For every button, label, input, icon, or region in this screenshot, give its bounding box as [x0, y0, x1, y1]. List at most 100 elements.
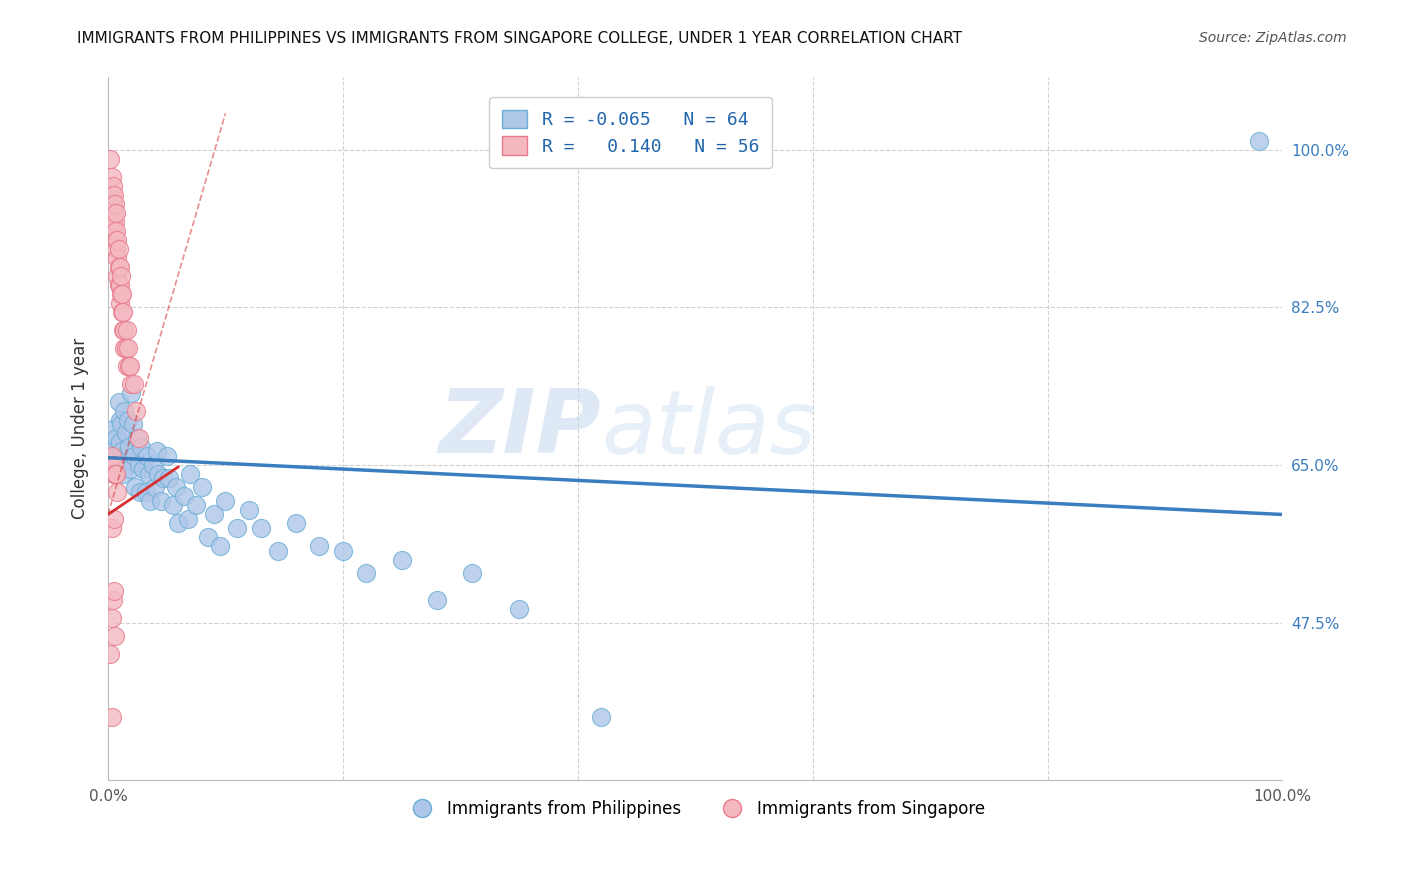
Point	[356, 566, 378, 580]
Point	[112, 304, 135, 318]
Text: Source: ZipAtlas.com: Source: ZipAtlas.com	[1199, 31, 1347, 45]
Point	[197, 530, 219, 544]
Point	[117, 413, 139, 427]
Point	[105, 242, 128, 256]
Point	[149, 494, 172, 508]
Point	[156, 449, 179, 463]
Point	[461, 566, 484, 580]
Point	[107, 394, 129, 409]
Text: ZIP: ZIP	[439, 385, 602, 473]
Point	[426, 593, 449, 607]
Point	[114, 404, 136, 418]
Point	[121, 376, 143, 391]
Point	[110, 286, 132, 301]
Point	[125, 404, 148, 418]
Point	[191, 480, 214, 494]
Point	[124, 480, 146, 494]
Point	[114, 341, 136, 355]
Point	[110, 417, 132, 432]
Point	[100, 449, 122, 463]
Point	[184, 499, 207, 513]
Point	[100, 169, 122, 184]
Point	[167, 516, 190, 531]
Point	[177, 512, 200, 526]
Legend: Immigrants from Philippines, Immigrants from Singapore: Immigrants from Philippines, Immigrants …	[399, 793, 991, 825]
Point	[120, 462, 142, 476]
Point	[391, 552, 413, 566]
Point	[103, 512, 125, 526]
Point	[105, 224, 128, 238]
Point	[1247, 134, 1270, 148]
Point	[101, 467, 124, 481]
Point	[103, 458, 125, 472]
Point	[110, 268, 132, 283]
Point	[120, 359, 142, 373]
Point	[118, 359, 141, 373]
Point	[202, 508, 225, 522]
Point	[146, 444, 169, 458]
Point	[105, 205, 128, 219]
Point	[179, 467, 201, 481]
Point	[127, 431, 149, 445]
Point	[157, 471, 180, 485]
Point	[100, 611, 122, 625]
Point	[108, 435, 131, 450]
Point	[111, 286, 134, 301]
Point	[114, 426, 136, 441]
Point	[139, 494, 162, 508]
Point	[142, 458, 165, 472]
Point	[104, 458, 127, 472]
Point	[105, 485, 128, 500]
Point	[332, 543, 354, 558]
Point	[101, 214, 124, 228]
Point	[104, 233, 127, 247]
Point	[101, 196, 124, 211]
Point	[98, 647, 121, 661]
Point	[121, 385, 143, 400]
Point	[284, 516, 307, 531]
Point	[591, 710, 613, 724]
Point	[165, 480, 187, 494]
Point	[108, 260, 131, 274]
Point	[101, 422, 124, 436]
Point	[238, 503, 260, 517]
Point	[108, 413, 131, 427]
Point	[100, 187, 122, 202]
Point	[103, 224, 125, 238]
Point	[114, 323, 136, 337]
Point	[112, 467, 135, 481]
Point	[104, 467, 127, 481]
Point	[100, 521, 122, 535]
Point	[112, 323, 135, 337]
Point	[100, 710, 122, 724]
Point	[128, 458, 150, 472]
Point	[107, 277, 129, 292]
Point	[105, 233, 128, 247]
Point	[214, 494, 236, 508]
Point	[103, 205, 125, 219]
Point	[101, 178, 124, 193]
Point	[104, 196, 127, 211]
Point	[108, 295, 131, 310]
Point	[117, 341, 139, 355]
Point	[101, 593, 124, 607]
Point	[107, 242, 129, 256]
Point	[128, 431, 150, 445]
Point	[308, 539, 330, 553]
Point	[129, 440, 152, 454]
Point	[105, 251, 128, 265]
Point	[105, 268, 128, 283]
Point	[122, 376, 145, 391]
Point	[267, 543, 290, 558]
Point	[162, 499, 184, 513]
Point	[105, 431, 128, 445]
Point	[152, 471, 174, 485]
Point	[105, 449, 128, 463]
Point	[111, 444, 134, 458]
Point	[114, 341, 136, 355]
Point	[107, 260, 129, 274]
Point	[138, 467, 160, 481]
Point	[103, 187, 125, 202]
Point	[111, 304, 134, 318]
Point	[108, 277, 131, 292]
